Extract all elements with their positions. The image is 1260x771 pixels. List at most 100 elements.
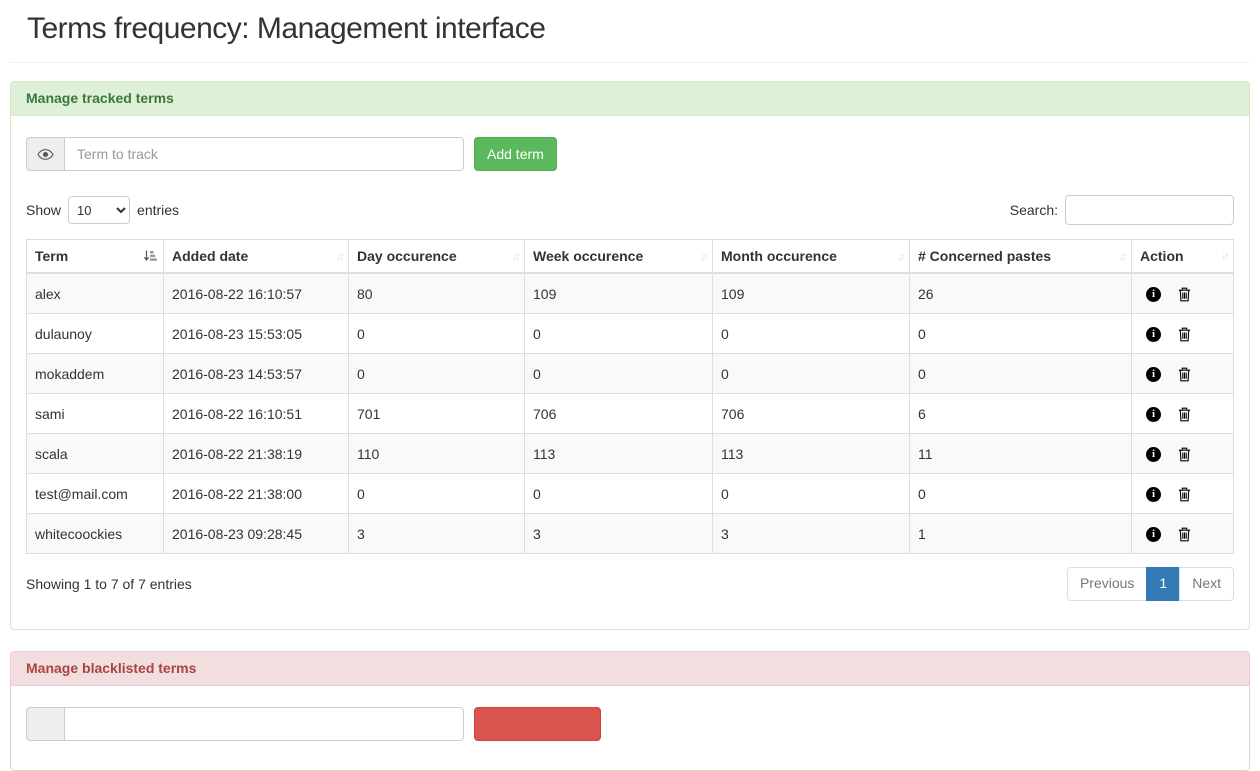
sort-both-icon: ↓↑ <box>1221 249 1230 263</box>
cell-action: i <box>1131 433 1234 474</box>
title-divider <box>10 62 1250 63</box>
cell-action: i <box>1131 353 1234 394</box>
blacklist-add-button[interactable] <box>474 707 601 741</box>
info-icon[interactable]: i <box>1146 526 1161 542</box>
trash-icon[interactable] <box>1178 367 1191 382</box>
blacklist-term-input[interactable] <box>64 707 464 741</box>
trash-icon[interactable] <box>1178 287 1191 302</box>
column-header-added[interactable]: Added date ↓↑ <box>163 239 349 274</box>
cell-week: 0 <box>524 353 713 394</box>
blacklist-input-group <box>26 707 464 741</box>
cell-day: 0 <box>348 313 525 354</box>
table-row: sami 2016-08-22 16:10:51 701 706 706 6 i <box>26 393 1234 434</box>
cell-pastes: 1 <box>909 513 1132 554</box>
cell-added: 2016-08-22 16:10:57 <box>163 272 349 314</box>
search-input[interactable] <box>1065 195 1234 225</box>
info-icon[interactable]: i <box>1146 446 1161 462</box>
column-header-action[interactable]: Action ↓↑ <box>1131 239 1234 274</box>
info-icon[interactable]: i <box>1146 486 1161 502</box>
cell-month: 3 <box>712 513 910 554</box>
pagination: Previous 1 Next <box>1066 567 1234 601</box>
show-label: Show <box>26 202 62 218</box>
column-label: Term <box>35 248 69 264</box>
search-control: Search: <box>1010 195 1234 225</box>
cell-added: 2016-08-23 15:53:05 <box>163 313 349 354</box>
tracked-terms-panel: Manage tracked terms Add term Show <box>10 81 1250 630</box>
trash-icon[interactable] <box>1178 527 1191 542</box>
table-header-row: Term Added date ↓↑ Day occurence ↓↑ Week occu… <box>26 239 1234 274</box>
cell-term: alex <box>26 272 164 314</box>
info-icon[interactable]: i <box>1146 406 1161 422</box>
cell-action: i <box>1131 393 1234 434</box>
column-label: Day occurence <box>357 248 457 264</box>
sort-both-icon: ↓↑ <box>336 249 345 263</box>
cell-month: 706 <box>712 393 910 434</box>
tracked-terms-panel-heading: Manage tracked terms <box>11 82 1249 116</box>
pagination-next[interactable]: Next <box>1179 567 1234 601</box>
cell-pastes: 0 <box>909 473 1132 514</box>
cell-added: 2016-08-22 16:10:51 <box>163 393 349 434</box>
table-footer: Showing 1 to 7 of 7 entries Previous 1 N… <box>26 567 1234 601</box>
column-header-term[interactable]: Term <box>26 239 164 274</box>
sort-both-icon: ↓↑ <box>700 249 709 263</box>
column-label: # Concerned pastes <box>918 248 1052 264</box>
add-term-row: Add term <box>26 137 1234 171</box>
table-row: alex 2016-08-22 16:10:57 80 109 109 26 i <box>26 272 1234 314</box>
info-icon[interactable]: i <box>1146 366 1161 382</box>
entries-select[interactable]: 10 <box>68 196 131 224</box>
cell-added: 2016-08-22 21:38:00 <box>163 473 349 514</box>
term-input[interactable] <box>64 137 464 171</box>
cell-week: 3 <box>524 513 713 554</box>
column-header-month[interactable]: Month occurence ↓↑ <box>712 239 910 274</box>
pagination-previous[interactable]: Previous <box>1066 567 1148 601</box>
cell-week: 706 <box>524 393 713 434</box>
cell-added: 2016-08-23 14:53:57 <box>163 353 349 394</box>
trash-icon[interactable] <box>1178 487 1191 502</box>
cell-term: test@mail.com <box>26 473 164 514</box>
table-body: alex 2016-08-22 16:10:57 80 109 109 26 i dulaun… <box>26 272 1234 554</box>
cell-term: scala <box>26 433 164 474</box>
table-row: dulaunoy 2016-08-23 15:53:05 0 0 0 0 i <box>26 313 1234 354</box>
cell-action: i <box>1131 313 1234 354</box>
table-row: test@mail.com 2016-08-22 21:38:00 0 0 0 0 i <box>26 473 1234 514</box>
tracked-terms-table: Term Added date ↓↑ Day occurence ↓↑ Week occu… <box>26 239 1234 554</box>
blacklist-input-addon <box>26 707 64 741</box>
table-row: mokaddem 2016-08-23 14:53:57 0 0 0 0 i <box>26 353 1234 394</box>
search-label: Search: <box>1009 202 1058 218</box>
add-term-button[interactable]: Add term <box>474 137 557 171</box>
column-label: Action <box>1140 248 1184 264</box>
eye-icon <box>26 137 64 171</box>
cell-month: 113 <box>712 433 910 474</box>
entries-label: entries <box>137 202 180 218</box>
blacklisted-terms-panel-heading: Manage blacklisted terms <box>11 652 1249 686</box>
cell-day: 3 <box>348 513 525 554</box>
cell-action: i <box>1131 513 1234 554</box>
cell-pastes: 6 <box>909 393 1132 434</box>
column-header-week[interactable]: Week occurence ↓↑ <box>524 239 713 274</box>
table-row: whitecoockies 2016-08-23 09:28:45 3 3 3 1 i <box>26 513 1234 554</box>
trash-icon[interactable] <box>1178 327 1191 342</box>
table-info: Showing 1 to 7 of 7 entries <box>26 575 192 592</box>
sort-both-icon: ↓↑ <box>512 249 521 263</box>
cell-week: 113 <box>524 433 713 474</box>
blacklisted-terms-panel: Manage blacklisted terms <box>10 651 1250 771</box>
blacklisted-terms-panel-body <box>11 686 1249 770</box>
cell-month: 109 <box>712 272 910 314</box>
column-header-pastes[interactable]: # Concerned pastes ↓↑ <box>909 239 1132 274</box>
page-title: Terms frequency: Management interface <box>27 12 546 45</box>
column-label: Added date <box>172 248 249 264</box>
table-row: scala 2016-08-22 21:38:19 110 113 113 11 i <box>26 433 1234 474</box>
column-header-day[interactable]: Day occurence ↓↑ <box>348 239 525 274</box>
info-icon[interactable]: i <box>1146 326 1161 342</box>
trash-icon[interactable] <box>1178 447 1191 462</box>
cell-month: 0 <box>712 473 910 514</box>
cell-month: 0 <box>712 313 910 354</box>
entries-length-control: Show 10 entries <box>26 196 179 224</box>
sort-both-icon: ↓↑ <box>1119 249 1128 263</box>
info-icon[interactable]: i <box>1146 286 1161 302</box>
trash-icon[interactable] <box>1178 407 1191 422</box>
cell-day: 0 <box>348 353 525 394</box>
pagination-page-1[interactable]: 1 <box>1146 567 1181 601</box>
sort-both-icon: ↓↑ <box>897 249 906 263</box>
